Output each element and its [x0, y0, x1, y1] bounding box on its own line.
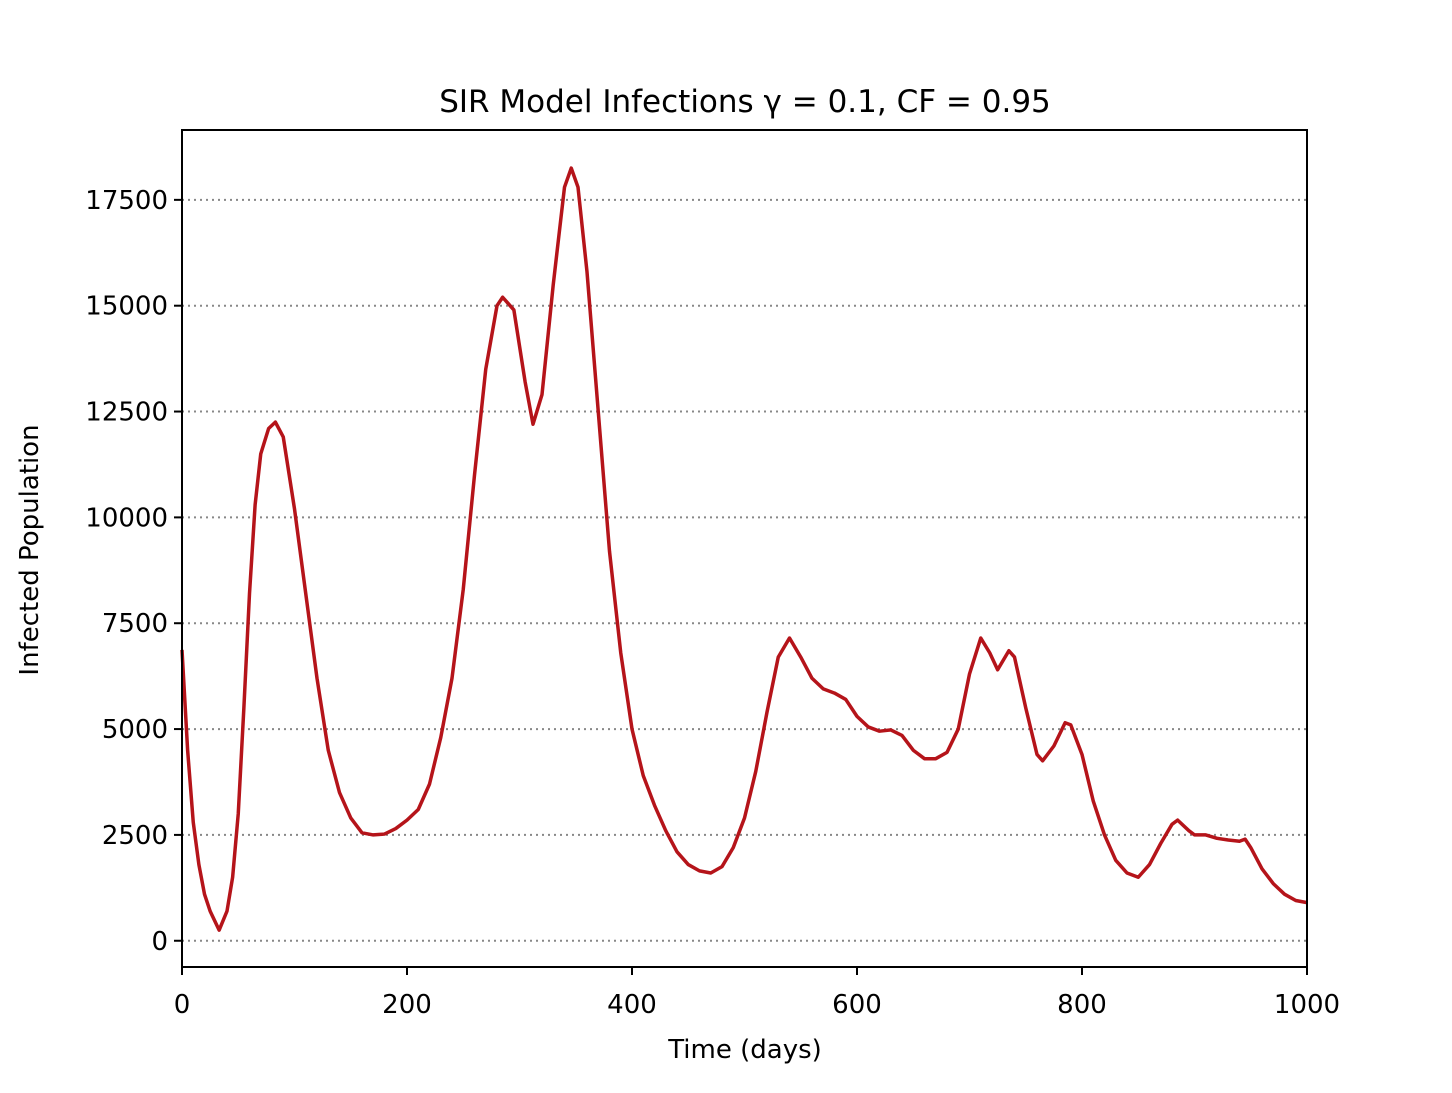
x-tick-label: 600 [832, 990, 882, 1020]
y-tick-label: 10000 [85, 503, 168, 533]
y-axis-label: Infected Population [15, 424, 45, 675]
y-tick-label: 15000 [85, 292, 168, 322]
y-tick-label: 12500 [85, 398, 168, 428]
y-tick-label: 0 [151, 927, 168, 957]
x-axis-label: Time (days) [667, 1035, 822, 1065]
x-tick-label: 0 [174, 990, 191, 1020]
y-tick-label: 2500 [102, 821, 168, 851]
y-tick-label: 5000 [102, 715, 168, 745]
x-tick-label: 800 [1057, 990, 1107, 1020]
chart-title: SIR Model Infections γ = 0.1, CF = 0.95 [439, 84, 1051, 120]
y-tick-label: 17500 [85, 186, 168, 216]
x-tick-label: 1000 [1274, 990, 1340, 1020]
x-tick-label: 400 [607, 990, 657, 1020]
x-tick-label: 200 [382, 990, 432, 1020]
data-line [180, 166, 1308, 932]
y-tick-label: 7500 [102, 609, 168, 639]
plot-frame [181, 129, 1308, 968]
